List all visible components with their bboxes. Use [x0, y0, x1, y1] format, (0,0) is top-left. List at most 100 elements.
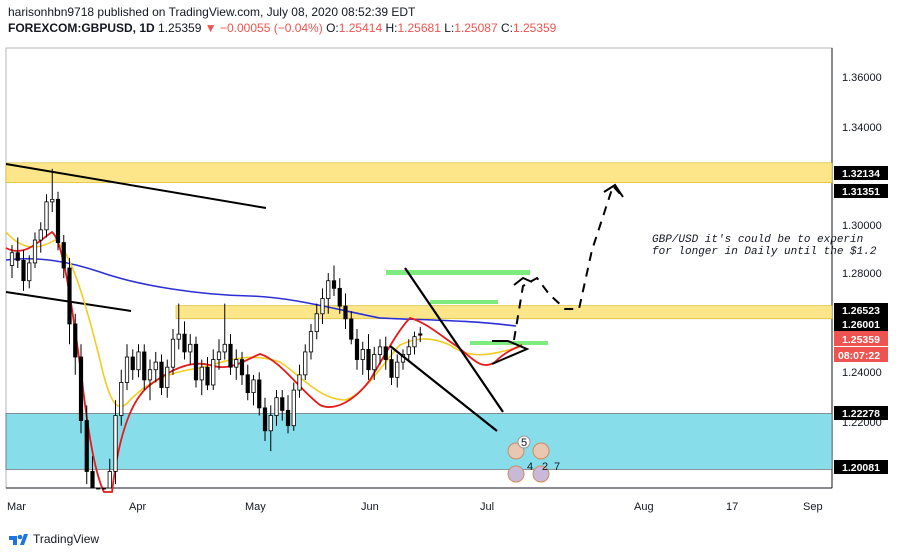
candle-body[interactable] — [55, 198, 61, 243]
candle-body[interactable] — [331, 280, 337, 289]
wedge-lower-line[interactable] — [389, 345, 498, 432]
candle-body[interactable] — [153, 361, 158, 371]
candle-body[interactable] — [32, 239, 38, 264]
candle-body[interactable] — [360, 348, 365, 360]
candle-body[interactable] — [90, 471, 95, 489]
green-zone-3[interactable] — [470, 341, 548, 345]
uk-flag-icon[interactable] — [532, 465, 550, 483]
candle-body[interactable] — [119, 382, 124, 416]
candle-body[interactable] — [274, 397, 279, 416]
candle-body[interactable] — [73, 323, 78, 358]
candle-body[interactable] — [291, 389, 296, 427]
time-axis[interactable]: Mar Apr May Jun Jul Aug 17 Sep — [7, 501, 823, 513]
candle-body[interactable] — [159, 361, 164, 388]
candle-body[interactable] — [337, 287, 342, 307]
candle-body[interactable] — [147, 369, 153, 381]
candle-body[interactable] — [257, 379, 262, 409]
support-zone[interactable] — [5, 413, 833, 470]
candle-body[interactable] — [354, 338, 360, 360]
level-label-6: 1.20081 — [842, 462, 880, 474]
candle-body[interactable] — [320, 298, 325, 315]
candle-body[interactable] — [78, 356, 84, 422]
uk-flag-icon[interactable] — [507, 465, 525, 483]
green-zone-2[interactable] — [430, 300, 498, 304]
ma-red-line[interactable] — [5, 230, 523, 493]
close-label: C: — [500, 21, 513, 35]
candle-body[interactable] — [326, 280, 331, 299]
candle-body[interactable] — [188, 343, 193, 353]
candle-body[interactable] — [262, 407, 268, 432]
candle-body[interactable] — [418, 333, 423, 336]
candle-body[interactable] — [251, 379, 256, 394]
event-icons[interactable]: 5 4 2 7 — [507, 435, 560, 483]
candle-body[interactable] — [113, 415, 118, 472]
candle-body[interactable] — [383, 346, 388, 360]
candle-body[interactable] — [245, 374, 250, 394]
candle-body[interactable] — [182, 333, 187, 353]
candle-body[interactable] — [205, 366, 210, 386]
candle-body[interactable] — [239, 359, 245, 376]
low-value: 1.25087 — [454, 21, 498, 35]
candle-body[interactable] — [9, 252, 15, 266]
price-axis[interactable]: 1.36000 1.34000 1.30000 1.28000 1.24000 … — [834, 72, 888, 474]
candle-body[interactable] — [366, 348, 371, 371]
tradingview-logo-icon[interactable] — [8, 532, 28, 546]
ma-blue-line[interactable] — [5, 257, 517, 327]
candle-body[interactable] — [165, 366, 170, 388]
wedge-upper-line[interactable] — [404, 267, 504, 413]
candle-body[interactable] — [170, 338, 176, 368]
candle-body[interactable] — [199, 366, 204, 381]
candle-body[interactable] — [193, 343, 199, 381]
candle-body[interactable] — [234, 359, 239, 368]
candle-body[interactable] — [15, 252, 20, 261]
candle-body[interactable] — [268, 415, 273, 432]
candle-body[interactable] — [101, 487, 107, 490]
trendline-upper-left[interactable] — [5, 163, 267, 209]
candle-body[interactable] — [96, 487, 101, 490]
candle-body[interactable] — [412, 336, 417, 348]
candle-body[interactable] — [142, 351, 147, 381]
candles[interactable] — [9, 168, 423, 490]
symbol-name[interactable]: FOREXCOM:GBPUSD, 1D — [8, 21, 155, 35]
candle-body[interactable] — [67, 267, 72, 325]
candle-body[interactable] — [222, 343, 227, 353]
brand-name[interactable]: TradingView — [33, 532, 100, 546]
candle-body[interactable] — [297, 374, 302, 391]
candle-body[interactable] — [389, 359, 394, 378]
candle-body[interactable] — [136, 351, 141, 371]
level-badge — [834, 317, 888, 331]
candle-body[interactable] — [50, 198, 55, 203]
projection-path[interactable] — [513, 184, 623, 341]
candle-body[interactable] — [211, 359, 216, 386]
candle-body[interactable] — [107, 471, 112, 489]
candle-body[interactable] — [44, 201, 49, 231]
candle-body[interactable] — [176, 333, 181, 340]
pennant-triangle[interactable] — [491, 340, 530, 365]
candle-body[interactable] — [395, 361, 400, 378]
x-tick-label: Sep — [803, 501, 823, 513]
candle-body[interactable] — [343, 305, 348, 320]
candle-body[interactable] — [61, 242, 66, 269]
candle-body[interactable] — [372, 354, 377, 371]
candle-body[interactable] — [406, 346, 411, 355]
candle-body[interactable] — [314, 313, 319, 332]
candle-body[interactable] — [377, 346, 383, 355]
candle-body[interactable] — [130, 356, 135, 371]
candle-body[interactable] — [124, 356, 130, 383]
candle-body[interactable] — [285, 410, 291, 427]
candle-body[interactable] — [38, 229, 43, 241]
candle-body[interactable] — [303, 351, 308, 376]
resistance-zone[interactable] — [5, 162, 833, 184]
candle-body[interactable] — [308, 331, 314, 353]
candle-body[interactable] — [280, 397, 285, 411]
green-zone-1[interactable] — [386, 270, 530, 275]
candle-body[interactable] — [27, 262, 32, 282]
candle-body[interactable] — [216, 351, 222, 360]
mid-resistance-zone[interactable] — [175, 305, 833, 320]
candle-body[interactable] — [349, 318, 354, 340]
candle-body[interactable] — [21, 259, 26, 282]
candle-body[interactable] — [228, 343, 233, 368]
candle-body[interactable] — [84, 420, 89, 472]
us-flag-icon[interactable] — [532, 442, 550, 460]
